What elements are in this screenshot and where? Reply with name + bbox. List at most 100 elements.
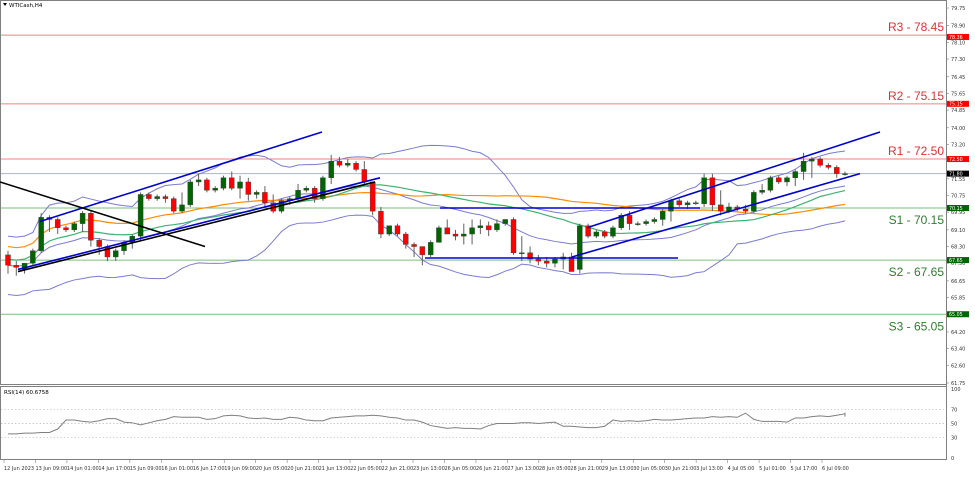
bull-candle xyxy=(71,223,77,231)
price-badge-label: 71.80 xyxy=(949,171,963,177)
rsi-indicator: 100 70 50 30 0 xyxy=(1,387,961,462)
bear-candle xyxy=(601,231,608,237)
level-label-s2: S2 - 67.65 xyxy=(889,265,945,279)
price-badge-current xyxy=(947,170,969,177)
bear-candle xyxy=(543,260,550,264)
price-tick-label: 78.90 xyxy=(951,24,965,30)
trendlines[interactable] xyxy=(0,131,881,273)
price-pane[interactable] xyxy=(0,0,947,385)
time-tick-label: 19 Jun 09:00 xyxy=(224,466,256,472)
rsi-tick-label: 100 xyxy=(951,387,961,393)
price-badge-label: 78.36 xyxy=(949,35,963,41)
bull-candle xyxy=(303,188,310,191)
symbol-title: WTICash,H4 xyxy=(9,3,43,9)
bull-candle xyxy=(751,192,757,212)
bull-candle xyxy=(494,223,500,231)
bear-candle xyxy=(535,258,542,262)
channel-2-lower[interactable] xyxy=(571,172,861,258)
bear-candle xyxy=(5,254,11,266)
price-badge-resistance xyxy=(947,156,969,163)
bull-candle xyxy=(651,219,658,222)
price-tick-label: 78.10 xyxy=(951,40,965,46)
channel-1-lower[interactable] xyxy=(17,177,381,271)
bull-candle xyxy=(187,181,194,206)
bear-candle xyxy=(336,160,343,166)
bull-candle xyxy=(30,250,36,264)
price-badge-label: 65.05 xyxy=(949,312,963,318)
price-tick-label: 73.20 xyxy=(951,142,965,148)
bull-candle xyxy=(800,160,807,172)
channel-2-upper[interactable] xyxy=(586,131,881,229)
channel-1-upper[interactable] xyxy=(39,131,323,223)
time-tick-label: 16 Jun 17:00 xyxy=(193,466,225,472)
rsi-pane[interactable] xyxy=(0,386,947,460)
price-tick-label: 77.30 xyxy=(951,57,965,63)
moving-average-green xyxy=(7,184,846,261)
bull-candle xyxy=(593,231,600,237)
price-tick-label: 69.95 xyxy=(951,210,965,216)
bull-candle xyxy=(469,227,475,235)
bull-candle xyxy=(767,177,774,191)
price-axis[interactable]: 79.75 78.90 78.10 77.30 76.45 75.65 74.85 74.00… xyxy=(946,0,969,460)
time-tick-label: 16 Jun 01:00 xyxy=(161,466,193,472)
bull-candle xyxy=(842,173,848,175)
candlesticks xyxy=(5,152,848,276)
bull-candle xyxy=(345,163,351,166)
time-tick-label: 29 Jun 13:00 xyxy=(602,466,634,472)
rsi-line xyxy=(8,412,846,435)
time-tick-label: 12 Jun 2023 xyxy=(4,466,34,472)
time-tick-label: 22 Jun 05:00 xyxy=(350,466,382,472)
time-tick-label: 13 Jun 09:00 xyxy=(35,466,67,472)
black-downtrend[interactable] xyxy=(0,181,206,248)
price-tick-label: 70.75 xyxy=(951,194,965,200)
time-tick-label: 14 Jun 01:00 xyxy=(67,466,99,472)
price-badge-support xyxy=(947,257,969,264)
price-badge-support xyxy=(947,311,969,318)
rsi-tick-label: 0 xyxy=(951,456,954,462)
bull-candle xyxy=(610,227,616,237)
moving-average-orange xyxy=(7,191,846,249)
bear-candle xyxy=(63,227,69,231)
bollinger-lower-band xyxy=(7,214,846,297)
level-label-s1: S1 - 70.15 xyxy=(889,213,945,227)
bear-candle xyxy=(510,219,517,253)
price-tick-label: 66.65 xyxy=(951,279,965,285)
bear-candle xyxy=(825,165,832,168)
bull-candle xyxy=(502,219,508,224)
bear-candle xyxy=(717,204,724,212)
triangle-down-icon[interactable] xyxy=(3,3,7,6)
bear-candle xyxy=(568,256,575,272)
bull-candle xyxy=(320,177,326,199)
bull-candle xyxy=(618,215,624,228)
price-badge-label: 67.65 xyxy=(949,258,963,264)
bear-candle xyxy=(444,227,450,235)
bull-candle xyxy=(113,250,119,258)
bull-candle xyxy=(154,196,160,199)
bear-candle xyxy=(776,177,782,183)
bear-candle xyxy=(229,177,235,189)
price-tick-label: 69.10 xyxy=(951,228,965,234)
bull-candle xyxy=(328,160,334,178)
bull-candle xyxy=(436,227,442,243)
support-resistance-levels xyxy=(1,34,946,315)
price-tick-label: 63.40 xyxy=(951,347,965,353)
time-tick-label: 21 Jun 13:00 xyxy=(319,466,351,472)
time-tick-label: 27 Jun 13:00 xyxy=(507,466,539,472)
bull-candle xyxy=(792,171,798,178)
bull-candle xyxy=(577,225,583,270)
bull-candle xyxy=(659,210,666,220)
time-tick-label: 30 Jun 21:00 xyxy=(665,466,697,472)
time-tick-label: 28 Jun 21:00 xyxy=(570,466,602,472)
bear-candle xyxy=(88,213,94,241)
bear-candle xyxy=(452,233,459,237)
bear-candle xyxy=(419,246,426,256)
bull-candle xyxy=(179,204,185,212)
time-tick-label: 5 Jul 01:00 xyxy=(759,466,786,472)
bear-candle xyxy=(378,210,384,235)
bear-candle xyxy=(527,252,533,260)
black-parallel[interactable] xyxy=(17,181,376,273)
time-axis[interactable]: 12 Jun 2023 13 Jun 09:00 14 Jun 01:00 14 Ju… xyxy=(3,460,849,472)
time-tick-label: 22 Jun 21:00 xyxy=(382,466,414,472)
price-badge-label: 72.50 xyxy=(949,157,963,163)
